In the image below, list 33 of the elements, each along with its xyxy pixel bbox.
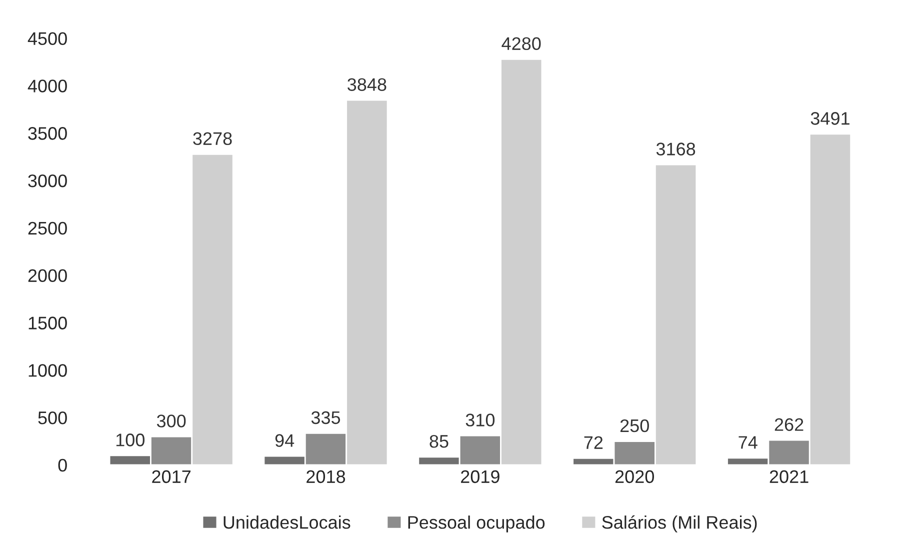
- data-label: 94: [275, 434, 294, 447]
- y-tick-label: 1500: [28, 316, 67, 330]
- x-tick-label: 2021: [770, 470, 808, 484]
- y-tick-label: 3500: [28, 127, 67, 140]
- y-tick-label: 4000: [28, 80, 67, 92]
- y-tick-label: 2500: [28, 222, 67, 235]
- data-label: 3168: [656, 142, 696, 156]
- x-tick-label: 2020: [615, 470, 654, 484]
- y-tick-label: 0: [58, 458, 67, 472]
- data-label: 335: [311, 411, 340, 424]
- data-label: 74: [738, 436, 758, 449]
- legend-label: Pessoal ocupado: [408, 516, 545, 532]
- data-label: 100: [116, 434, 144, 446]
- y-tick-label: 4500: [28, 32, 67, 46]
- data-label: 85: [430, 434, 448, 448]
- y-tick-label: 500: [38, 411, 67, 424]
- y-tick-label: 2000: [28, 269, 67, 282]
- data-label: 3848: [348, 78, 386, 91]
- data-label: 310: [466, 414, 495, 426]
- legend-label: UnidadesLocais: [224, 516, 350, 529]
- data-label: 3278: [193, 132, 232, 146]
- data-label: 262: [774, 418, 804, 431]
- y-tick-label: 3000: [28, 174, 67, 188]
- x-tick-label: 2017: [152, 470, 190, 484]
- data-label: 250: [620, 419, 649, 432]
- data-label: 4280: [502, 37, 541, 50]
- x-tick-label: 2019: [461, 470, 500, 484]
- y-tick-label: 1000: [28, 364, 67, 377]
- legend-label: Salários (Mil Reais): [602, 515, 757, 532]
- data-label: 72: [584, 436, 603, 449]
- data-label: 3491: [810, 112, 850, 125]
- x-tick-label: 2018: [306, 470, 346, 484]
- data-label: 300: [156, 414, 186, 428]
